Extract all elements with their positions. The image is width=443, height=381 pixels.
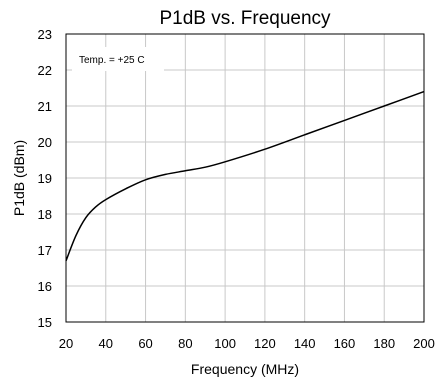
y-tick-label: 15 (38, 315, 52, 330)
grid-lines (65, 33, 425, 323)
annotation-box: Temp. = +25 C (72, 47, 164, 71)
x-axis-label: Frequency (MHz) (191, 361, 299, 377)
x-tick-label: 160 (334, 336, 356, 351)
series-line-layer (65, 90, 425, 262)
p1db-series-line (65, 90, 425, 262)
x-tick-label: 120 (254, 336, 276, 351)
x-tick-label: 140 (294, 336, 316, 351)
y-tick-label: 22 (38, 63, 52, 78)
y-tick-label: 23 (38, 27, 52, 42)
y-tick-label: 18 (38, 207, 52, 222)
x-tick-label: 60 (138, 336, 152, 351)
x-tick-label: 80 (178, 336, 192, 351)
x-tick-label: 100 (214, 336, 236, 351)
y-tick-label: 17 (38, 243, 52, 258)
x-tick-label: 180 (373, 336, 395, 351)
y-tick-label: 20 (38, 135, 52, 150)
y-tick-label: 21 (38, 99, 52, 114)
chart-title: P1dB vs. Frequency (159, 8, 331, 29)
y-tick-labels: 15 16 17 18 19 20 21 22 23 (38, 27, 52, 330)
x-tick-labels: 20 40 60 80 100 120 140 160 180 200 (59, 336, 435, 351)
plot-area-frame (65, 33, 425, 323)
x-tick-label: 40 (99, 336, 113, 351)
y-axis-label: P1dB (dBm) (11, 140, 27, 216)
y-tick-label: 19 (38, 171, 52, 186)
x-tick-label: 20 (59, 336, 73, 351)
y-tick-label: 16 (38, 279, 52, 294)
annotation-temp: Temp. = +25 C (79, 55, 145, 66)
x-tick-label: 200 (413, 336, 435, 351)
